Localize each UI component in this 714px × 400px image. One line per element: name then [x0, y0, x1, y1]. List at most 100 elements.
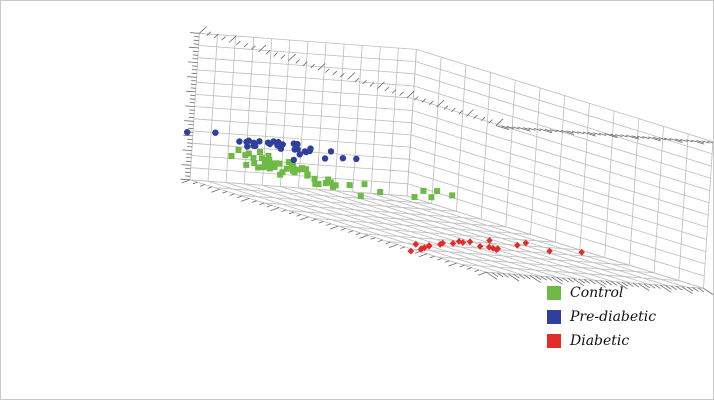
control-point: [277, 171, 284, 178]
gridline-right-wall: [703, 141, 713, 289]
diabetic-point: [578, 248, 585, 256]
axis-tick: [183, 134, 193, 137]
axis-tick: [347, 72, 356, 80]
control-point: [449, 192, 456, 199]
pre-diabetic-point: [294, 140, 301, 148]
axis-tick: [539, 128, 553, 134]
control-point: [289, 162, 296, 169]
axis-tick: [627, 282, 634, 287]
pre-diabetic-point: [353, 155, 360, 163]
axis-tick: [654, 284, 661, 289]
axis-tick: [288, 211, 294, 215]
gridline-floor: [189, 179, 487, 273]
legend: Control Pre-diabetic Diabetic: [547, 284, 656, 350]
gridline-floor: [298, 187, 596, 281]
axis-tick: [459, 264, 465, 268]
axis-tick: [377, 81, 385, 89]
axis-tick: [280, 54, 286, 59]
axis-tick: [620, 134, 628, 138]
control-point: [346, 182, 353, 189]
control-point: [262, 162, 269, 169]
control-point: [377, 189, 384, 195]
axis-tick: [582, 131, 596, 137]
axis-tick: [556, 277, 564, 282]
axis-tick: [221, 36, 226, 41]
pre-diabetic-point: [245, 137, 252, 144]
axis-tick: [421, 98, 426, 103]
axis-tick: [665, 285, 672, 290]
pre-diabetic-point: [327, 148, 335, 155]
axis-tick: [437, 258, 443, 261]
axis-tick: [577, 131, 585, 135]
axis-tick: [648, 283, 656, 289]
axis-tick: [310, 63, 315, 69]
axis-tick: [428, 100, 434, 106]
axis-tick: [477, 271, 487, 276]
legend-item-diabetic: Diabetic: [547, 332, 656, 350]
legend-item-control: Control: [547, 284, 656, 302]
axis-tick: [332, 70, 338, 76]
pre-diabetic-point: [296, 151, 303, 158]
control-point: [283, 165, 290, 172]
pre-diabetic-point: [321, 155, 329, 162]
diabetic-point: [486, 237, 493, 244]
axis-tick: [300, 216, 309, 221]
diabetic-point: [418, 245, 426, 253]
axis-tick: [495, 125, 510, 130]
axis-tick: [589, 279, 596, 285]
gridline-right-wall: [416, 49, 713, 143]
axis-tick: [266, 204, 272, 208]
control-point: [269, 160, 276, 167]
control-point: [361, 181, 368, 188]
control-point: [271, 164, 278, 171]
axis-tick: [605, 280, 613, 286]
control-point: [243, 161, 250, 168]
axis-tick: [642, 136, 650, 140]
gridline-right-wall: [579, 103, 590, 250]
pre-diabetic-point: [339, 155, 347, 162]
axis-tick: [251, 200, 257, 203]
axis-tick: [631, 135, 639, 139]
gridline-right-wall: [678, 133, 689, 281]
axis-tick: [512, 126, 520, 130]
diabetic-point: [493, 246, 500, 254]
axis-tick: [701, 140, 710, 144]
gridline-right-wall: [412, 110, 710, 204]
axis-tick: [229, 193, 235, 196]
axis-tick: [593, 132, 601, 136]
control-point: [299, 165, 305, 172]
axis-tick: [388, 244, 398, 248]
control-point: [330, 183, 336, 190]
points-layer: [184, 129, 585, 256]
pre-diabetic-point: [236, 138, 243, 145]
axis-tick: [206, 31, 212, 36]
axis-tick: [182, 149, 192, 151]
axis-tick: [571, 130, 580, 134]
axis-tick: [615, 134, 623, 138]
axis-tick: [288, 53, 296, 62]
control-point: [273, 160, 280, 167]
axis-tick: [258, 44, 267, 52]
axis-tick: [528, 127, 536, 131]
diabetic-point: [486, 243, 493, 251]
control-point: [434, 188, 441, 195]
axis-tick: [180, 178, 191, 181]
axis-tick: [236, 40, 241, 46]
gridline-floor: [486, 271, 704, 289]
axis-tick: [676, 285, 683, 291]
tick-layer: [180, 26, 713, 295]
legend-label-control: Control: [570, 285, 624, 301]
axis-tick: [502, 273, 509, 278]
diabetic-point: [407, 247, 415, 255]
axis-tick: [621, 281, 629, 287]
axis-tick: [578, 278, 585, 284]
legend-swatch-pre-diabetic: [547, 310, 561, 324]
axis-tick: [696, 140, 704, 144]
gridline-right-wall: [415, 61, 713, 155]
grid-layer: [189, 32, 713, 289]
axis-tick: [691, 139, 705, 145]
axis-tick: [265, 50, 271, 55]
axis-tick: [369, 82, 375, 87]
axis-tick: [518, 274, 526, 279]
